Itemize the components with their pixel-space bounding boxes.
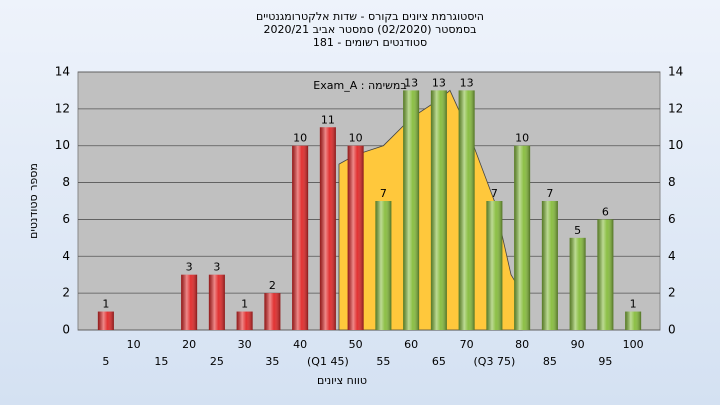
bar-shade	[597, 219, 614, 330]
x-tick-label: 25	[210, 355, 224, 368]
y-tick-label: 0	[62, 323, 70, 337]
y-tick-label: 10	[55, 138, 70, 152]
value-label: 13	[404, 76, 418, 89]
x-tick-label: 85	[543, 355, 557, 368]
value-label: 7	[380, 187, 387, 200]
value-label: 7	[546, 187, 553, 200]
y2-tick-label: 10	[668, 138, 683, 152]
x-tick-label: 50	[349, 338, 363, 351]
y-tick-label: 12	[55, 101, 70, 115]
value-label: 13	[432, 76, 446, 89]
x-axis-label: טווח ציונים	[317, 374, 367, 387]
x-tick-label: 70	[460, 338, 474, 351]
y-tick-label: 14	[55, 65, 70, 79]
bar-shade	[264, 293, 281, 330]
value-label: 11	[321, 113, 335, 126]
value-label: 10	[293, 132, 307, 145]
bar-shade	[181, 274, 198, 330]
y2-tick-label: 4	[668, 249, 676, 263]
y-tick-label: 2	[62, 286, 70, 300]
y-tick-label: 6	[62, 212, 70, 226]
bar-shade	[375, 201, 392, 330]
bar-shade	[625, 311, 642, 330]
x-tick-label: 10	[127, 338, 141, 351]
bar-shade	[319, 127, 336, 331]
y-axis-label: מספר סטודנטים	[27, 163, 40, 239]
bar-shade	[541, 201, 558, 330]
bar-shade	[430, 90, 447, 330]
bar-shade	[486, 201, 503, 330]
bar-shade	[236, 311, 253, 330]
x-tick-label: (Q3 75)	[474, 355, 516, 368]
value-label: 3	[213, 261, 220, 274]
value-label: 5	[574, 224, 581, 237]
x-tick-label: 95	[598, 355, 612, 368]
value-label: 1	[630, 298, 637, 311]
y2-tick-label: 0	[668, 323, 676, 337]
title-line: היסטוגרמת ציונים בקורס - שדות אלקטרומגנט…	[256, 10, 484, 23]
value-label: 6	[602, 205, 609, 218]
x-tick-label: 90	[571, 338, 585, 351]
y2-tick-label: 2	[668, 286, 676, 300]
title-line: בסמסטר (02/2020) סמסטר אביב 2020/21	[263, 23, 476, 36]
value-label: 3	[186, 261, 193, 274]
value-label: 1	[241, 298, 248, 311]
bar-shade	[347, 145, 364, 330]
value-label: 7	[491, 187, 498, 200]
title-line: סטודנטים רשומים - 181	[313, 36, 427, 49]
bar-shade	[97, 311, 114, 330]
bar-shade	[403, 90, 420, 330]
x-tick-label: 15	[154, 355, 168, 368]
x-tick-label: 55	[376, 355, 390, 368]
x-tick-label: (Q1 45)	[307, 355, 349, 368]
x-tick-label: 35	[265, 355, 279, 368]
x-tick-label: 30	[238, 338, 252, 351]
value-label: 13	[460, 76, 474, 89]
value-label: 10	[349, 132, 363, 145]
value-label: 2	[269, 279, 276, 292]
y-tick-label: 4	[62, 249, 70, 263]
y2-tick-label: 6	[668, 212, 676, 226]
value-label: 1	[102, 298, 109, 311]
value-label: 10	[515, 132, 529, 145]
x-tick-label: 100	[623, 338, 644, 351]
bar-shade	[514, 145, 531, 330]
bar-shade	[569, 237, 586, 330]
x-tick-label: 65	[432, 355, 446, 368]
annotation: במשימה : Exam_A	[313, 79, 406, 92]
bar-shade	[458, 90, 475, 330]
x-tick-label: 80	[515, 338, 529, 351]
x-tick-label: 20	[182, 338, 196, 351]
y2-tick-label: 8	[668, 175, 676, 189]
x-tick-label: 60	[404, 338, 418, 351]
x-tick-label: 40	[293, 338, 307, 351]
y2-tick-label: 14	[668, 65, 683, 79]
bar-shade	[208, 274, 225, 330]
y2-tick-label: 12	[668, 101, 683, 115]
x-tick-label: 5	[102, 355, 109, 368]
bar-shade	[292, 145, 309, 330]
y-tick-label: 8	[62, 175, 70, 189]
